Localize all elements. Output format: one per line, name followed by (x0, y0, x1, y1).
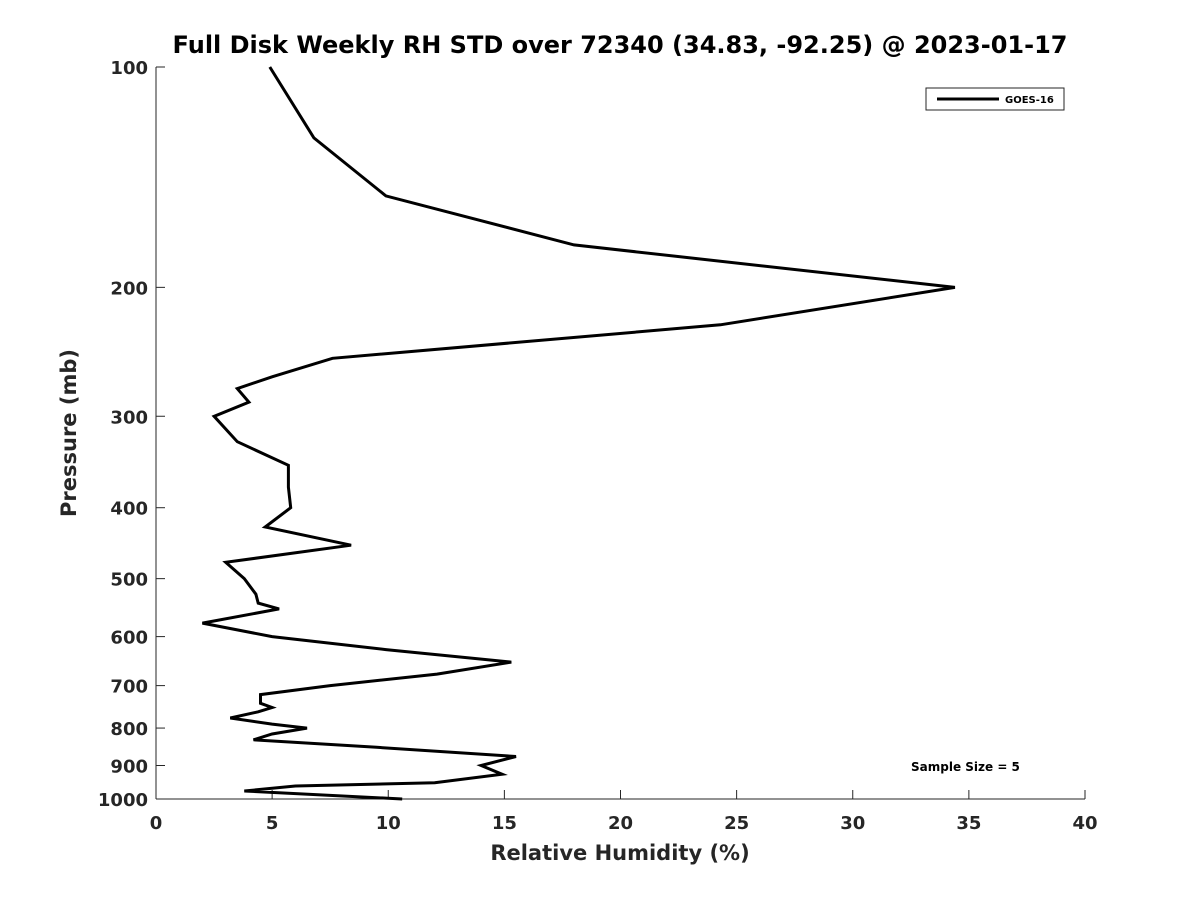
series-line-goes-16 (202, 66, 956, 801)
x-tick-label: 40 (1072, 813, 1097, 834)
legend: GOES-16 (925, 87, 1065, 111)
y-tick-label: 600 (110, 628, 148, 649)
x-tick-label: 15 (492, 813, 517, 834)
sample-size-annotation: Sample Size = 5 (911, 760, 1020, 774)
plot-area (156, 67, 1085, 799)
x-ticks: 0 5 10 15 20 25 30 35 40 (150, 790, 1098, 834)
x-tick-label: 35 (956, 813, 981, 834)
legend-entry-label: GOES-16 (1005, 95, 1054, 106)
y-tick-label: 500 (110, 570, 148, 591)
y-tick-label: 700 (110, 677, 148, 698)
x-tick-label: 0 (150, 813, 163, 834)
y-ticks: 100 200 300 400 500 600 700 800 900 1000 (98, 58, 165, 811)
chart-title: Full Disk Weekly RH STD over 72340 (34.8… (173, 31, 1068, 59)
y-tick-label: 300 (110, 407, 148, 428)
y-tick-label: 200 (110, 278, 148, 299)
series-group (202, 66, 956, 801)
x-axis-label: Relative Humidity (%) (490, 841, 749, 865)
y-tick-label: 800 (110, 719, 148, 740)
y-tick-label: 100 (110, 58, 148, 79)
y-tick-label: 1000 (98, 790, 148, 811)
x-tick-label: 30 (840, 813, 865, 834)
y-tick-label: 400 (110, 499, 148, 520)
x-tick-label: 20 (608, 813, 633, 834)
x-tick-label: 10 (376, 813, 401, 834)
x-tick-label: 5 (266, 813, 279, 834)
x-tick-label: 25 (724, 813, 749, 834)
y-tick-label: 900 (110, 757, 148, 778)
y-axis-label: Pressure (mb) (57, 349, 81, 517)
